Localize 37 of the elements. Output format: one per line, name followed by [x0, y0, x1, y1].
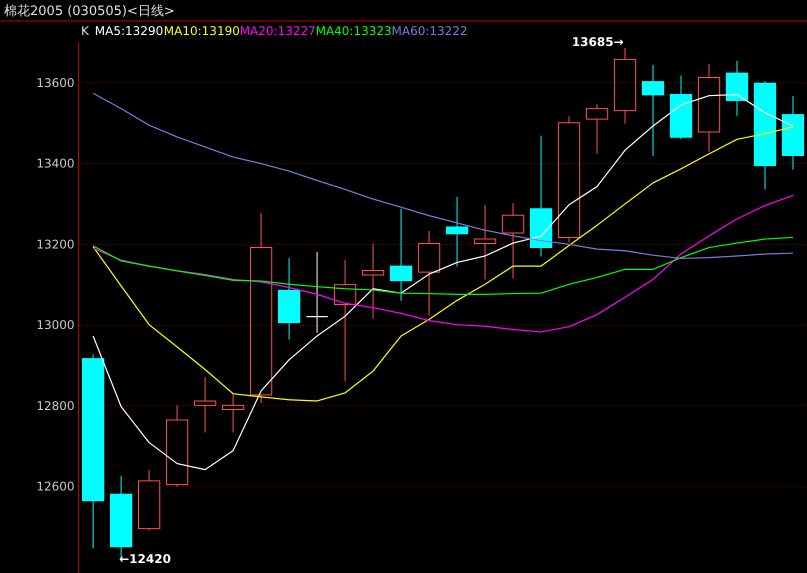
candlestick [502, 202, 524, 280]
text: MA5:13290 [94, 24, 164, 38]
text: MA40:13323 [316, 24, 392, 38]
y-tick-label: 13600 [36, 76, 74, 90]
candlestick [446, 196, 468, 268]
candlestick [278, 258, 300, 340]
text: MA60:13222 [392, 24, 468, 38]
candlestick [726, 60, 748, 116]
candlestick [474, 204, 496, 280]
candlestick [334, 260, 356, 382]
y-tick-label: 13000 [36, 318, 74, 332]
chart-title: 棉花2005 (030505)<日线> [4, 4, 175, 19]
line-series [92, 92, 794, 260]
text: K [81, 24, 90, 38]
candlestick [418, 230, 440, 316]
candlestick [782, 96, 804, 170]
candlestick [362, 242, 384, 320]
line-series [92, 126, 794, 402]
candlestick [614, 48, 636, 124]
y-tick-label: 13400 [36, 156, 74, 171]
line-series [92, 94, 794, 470]
candlestick [222, 392, 244, 433]
text: MA10:13190 [164, 24, 240, 38]
candlestick [642, 64, 664, 156]
y-tick-label: 13200 [36, 237, 74, 252]
candlestick [530, 135, 552, 257]
candlestick [698, 64, 720, 152]
candlestick [558, 116, 580, 243]
annotation: 13685→ [572, 35, 624, 50]
text: MA20:13227 [240, 24, 316, 38]
y-tick-label: 12600 [36, 480, 74, 494]
annotation: ←12420 [119, 552, 171, 566]
y-tick-label: 12800 [36, 398, 74, 413]
line-series [92, 194, 794, 333]
candlestick [390, 208, 412, 302]
candlestick [194, 376, 216, 433]
candlestick [306, 251, 328, 334]
